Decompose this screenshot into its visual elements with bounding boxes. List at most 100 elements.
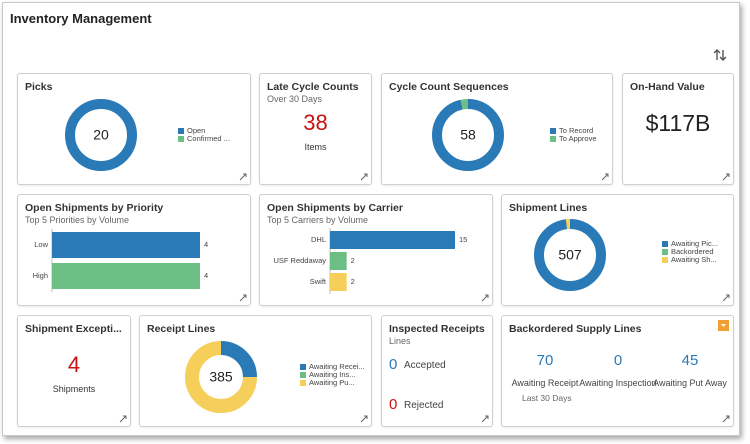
backordered-supply-lines-card[interactable]: Backordered Supply Lines 70 Awaiting Rec… [501,315,734,427]
card-subtitle: Top 5 Carriers by Volume [267,215,369,225]
card-icon[interactable] [360,173,368,181]
card-subtitle: Over 30 Days [267,94,323,104]
legend-swatch [178,128,184,134]
card-title: Open Shipments by Carrier [267,202,403,214]
category-label: High [33,271,48,280]
category-label: Swift [310,277,327,286]
page-title: Inventory Management [10,11,152,26]
icon-glyph [360,173,368,181]
value-label: 4 [204,240,208,249]
donut-segment [432,99,504,171]
legend-swatch [662,257,668,263]
kpi-value: 4 [67,352,81,377]
count-value: 45 [681,352,699,369]
value-label: 2 [351,277,355,286]
inspected-receipts-card[interactable]: Inspected Receipts Lines 0 Accepted 0 Re… [381,315,493,427]
icon-glyph [601,173,609,181]
icon-glyph [722,294,730,302]
card-title: Receipt Lines [147,323,216,335]
card-icon[interactable] [360,415,368,423]
receipt-lines-card[interactable]: Receipt Lines Awaiting Recei... Awaiting … [139,315,372,427]
bar [330,252,347,270]
shipment-lines-card[interactable]: Shipment Lines Awaiting Pic... Backordere… [501,194,734,306]
category-label: Low [34,240,48,249]
donut-total: 385 [209,369,233,385]
kpi-value: $117B [645,110,711,136]
bar [52,263,200,289]
cycle-count-sequences-card[interactable]: Cycle Count Sequences To Record To Approv… [381,73,613,185]
card-icon[interactable] [481,415,489,423]
menu-button[interactable] [718,320,729,331]
legend-label: To Approve [559,134,597,143]
legend-swatch [300,364,306,370]
count-label: Awaiting Receipt [511,378,579,388]
value-label: 2 [351,256,355,265]
card-icon[interactable] [239,173,247,181]
card-title: Cycle Count Sequences [389,81,509,93]
icon-glyph [360,415,368,423]
icon-glyph [481,294,489,302]
legend-label: Awaiting Sh... [671,255,717,264]
card-title: Shipment Lines [509,202,588,214]
count-value: 0 [389,396,398,413]
value-label: 15 [459,235,467,244]
donut-total: 58 [460,127,476,143]
legend-swatch [550,128,556,134]
bar [52,232,200,258]
bar [330,231,455,249]
legend-swatch [178,136,184,142]
legend-label: Backordered [671,247,714,256]
dashboard: Inventory Management Picks Open Confirmed… [2,2,740,436]
donut-segment [65,99,137,171]
count-label: Awaiting Put Away [653,378,727,388]
donut-chart: Awaiting Recei...Awaiting Ins...Awaiting… [185,341,365,413]
legend-label: Open [187,126,205,135]
card-title: Picks [25,81,53,93]
shipments-by-carrier-card[interactable]: Open Shipments by Carrier Top 5 Carriers… [259,194,493,306]
donut-total: 20 [93,127,109,143]
icon-glyph [239,294,247,302]
card-icon[interactable] [722,173,730,181]
late-cycle-counts-card[interactable]: Late Cycle Counts Over 30 Days 38 Items [259,73,372,185]
picks-card[interactable]: Picks Open Confirmed ... 20 [17,73,251,185]
bar [330,273,347,291]
shipments-by-priority-card[interactable]: Open Shipments by Priority Top 5 Priorit… [17,194,251,306]
kpi-unit: Items [304,142,327,152]
shipment-exceptions-card[interactable]: Shipment Excepti... 4 Shipments [17,315,131,427]
card-title: Open Shipments by Priority [25,202,164,214]
legend-label: Awaiting Pu... [309,378,355,387]
footnote: Last 30 Days [522,393,572,403]
card-subtitle: Lines [389,336,411,346]
legend-label: Awaiting Recei... [309,362,365,371]
icon-glyph [239,173,247,181]
count-label: Accepted [404,360,446,371]
card-icon[interactable] [722,294,730,302]
icon-glyph [722,173,730,181]
icon-glyph [481,415,489,423]
legend-swatch [300,372,306,378]
card-title: Late Cycle Counts [267,81,359,93]
card-icon[interactable] [481,294,489,302]
kpi-unit: Shipments [52,384,96,394]
legend-label: Confirmed ... [187,134,230,143]
on-hand-value-card[interactable]: On-Hand Value $117B [622,73,734,185]
category-label: USF Reddaway [273,256,326,265]
card-icon[interactable] [722,415,730,423]
card-title: Inspected Receipts [389,323,485,335]
category-label: DHL [311,235,326,244]
count-value: 70 [536,352,554,369]
count-label: Awaiting Inspection [579,378,657,388]
legend-label: To Record [559,126,593,135]
kpi-value: 38 [303,110,328,135]
card-icon[interactable] [601,173,609,181]
card-icon[interactable] [239,294,247,302]
bar-chart: Low 4 High 4 [33,229,208,292]
donut-segment [185,341,257,413]
legend-swatch [550,136,556,142]
card-icon[interactable] [119,415,127,423]
count-value: 0 [389,356,398,373]
sort-button[interactable] [713,48,727,62]
legend-swatch [662,249,668,255]
